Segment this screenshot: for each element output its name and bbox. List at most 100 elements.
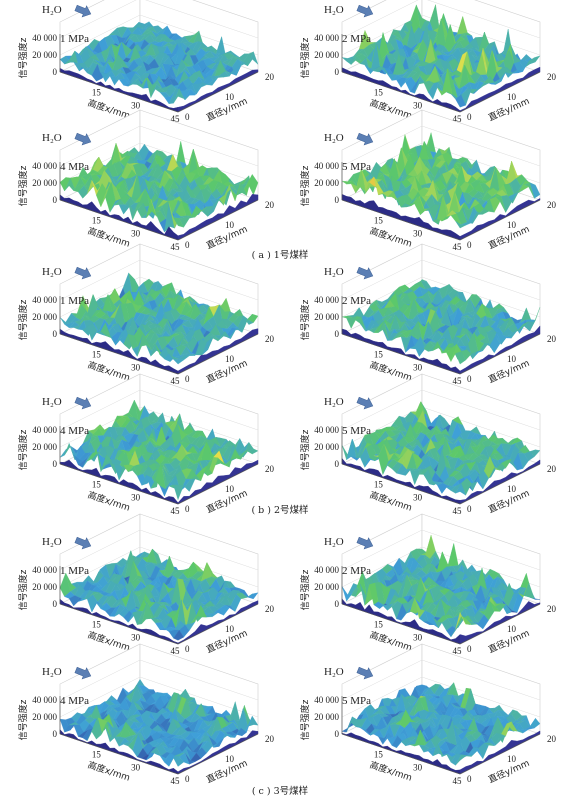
- x-tick-label: 30: [413, 363, 423, 373]
- z-grid-line: [59, 14, 259, 56]
- z-tick-label: 0: [335, 459, 340, 469]
- y-tick-label: 20: [265, 72, 275, 82]
- water-arrow-icon: [74, 132, 92, 146]
- z-axis-label: 信号强度z: [299, 699, 311, 740]
- y-tick-label: 10: [507, 624, 517, 634]
- y-tick-label: 20: [265, 334, 275, 344]
- water-label: H₂O: [324, 266, 344, 278]
- pressure-label: 2 MPa: [342, 565, 371, 577]
- y-tick-label: 0: [185, 504, 190, 514]
- z-tick-label: 40 000: [32, 161, 57, 171]
- x-tick-label: 30: [413, 101, 423, 111]
- x-axis-label: 高度x/mm: [86, 629, 131, 654]
- x-axis-line: [341, 71, 461, 113]
- arrow-shape: [356, 132, 374, 146]
- y-tick-label: 10: [507, 354, 517, 364]
- z-tick-label: 40 000: [314, 565, 339, 575]
- z-tick-label: 0: [335, 195, 340, 205]
- x-tick-label: 15: [92, 479, 102, 489]
- y-tick-label: 0: [467, 112, 472, 122]
- z-grid-line: [341, 259, 541, 301]
- x-axis-label: 高度x/mm: [86, 489, 131, 514]
- surface-skirt-front: [341, 328, 461, 375]
- y-tick-label: 10: [225, 754, 235, 764]
- x-tick-label: 15: [374, 479, 384, 489]
- y-axis-line: [177, 71, 259, 113]
- x-tick-label: 30: [131, 101, 141, 111]
- surface-skirt-right: [459, 325, 541, 375]
- surface-skirt-right: [459, 66, 541, 113]
- y-tick-label: 10: [507, 220, 517, 230]
- y-axis-line: [459, 333, 541, 375]
- x-tick-label: 45: [171, 376, 181, 386]
- z-grid-line: [341, 125, 541, 167]
- x-tick-label: 45: [453, 242, 463, 252]
- x-axis-label: 高度x/mm: [368, 359, 413, 384]
- surface-cell: [455, 94, 466, 108]
- x-tick-label: 30: [413, 633, 423, 643]
- caption-a: ( a ) 1号煤样: [252, 249, 309, 261]
- z-axis-label: 信号强度z: [17, 165, 29, 206]
- z-tick-label: 20 000: [32, 50, 57, 60]
- z-axis-label: 信号强度z: [17, 569, 29, 610]
- surface-skirt-right: [177, 69, 259, 113]
- surface-cell: [173, 484, 184, 501]
- y-tick-label: 20: [547, 72, 557, 82]
- water-label: H₂O: [324, 396, 344, 408]
- x-tick-label: 15: [374, 749, 384, 759]
- y-tick-label: 20: [547, 200, 557, 210]
- y-tick-label: 0: [185, 374, 190, 384]
- x-axis-line: [59, 333, 179, 375]
- x-tick-label: 15: [374, 87, 384, 97]
- z-tick-label: 20 000: [314, 178, 339, 188]
- z-axis-label: 信号强度z: [299, 429, 311, 470]
- surface-cell: [455, 351, 466, 365]
- y-tick-label: 20: [265, 464, 275, 474]
- x-tick-label: 30: [413, 763, 423, 773]
- z-axis-label: 信号强度z: [299, 165, 311, 206]
- z-tick-label: 0: [53, 329, 58, 339]
- x-tick-label: 15: [92, 349, 102, 359]
- surface-cell: [409, 469, 421, 486]
- water-label: H₂O: [42, 132, 62, 144]
- y-tick-label: 20: [547, 604, 557, 614]
- z-grid-line: [59, 0, 259, 39]
- x-axis-label: 高度x/mm: [86, 359, 131, 384]
- z-tick-label: 0: [53, 599, 58, 609]
- pressure-label: 4 MPa: [60, 425, 89, 437]
- y-axis-line: [177, 333, 259, 375]
- surface-cell: [173, 217, 184, 228]
- y-tick-label: 10: [507, 92, 517, 102]
- y-tick-label: 20: [547, 464, 557, 474]
- z-axis-label: 信号强度z: [17, 37, 29, 78]
- z-tick-label: 20 000: [314, 312, 339, 322]
- pressure-label: 5 MPa: [342, 695, 371, 707]
- x-tick-label: 45: [171, 646, 181, 656]
- x-tick-label: 15: [374, 215, 384, 225]
- caption-b: ( b ) 2号煤样: [251, 504, 308, 516]
- z-axis-label: 信号强度z: [17, 699, 29, 740]
- z-tick-label: 0: [335, 599, 340, 609]
- water-label: H₂O: [324, 132, 344, 144]
- y-tick-label: 10: [225, 220, 235, 230]
- z-tick-label: 0: [335, 729, 340, 739]
- y-tick-label: 20: [547, 334, 557, 344]
- y-tick-label: 10: [507, 484, 517, 494]
- x-tick-label: 45: [171, 114, 181, 124]
- x-axis-line: [341, 333, 461, 375]
- water-label: H₂O: [42, 536, 62, 548]
- z-tick-label: 40 000: [314, 295, 339, 305]
- water-label: H₂O: [42, 396, 62, 408]
- y-tick-label: 0: [467, 374, 472, 384]
- surface-skirt-front: [59, 328, 179, 375]
- water-label: H₂O: [42, 666, 62, 678]
- y-tick-label: 10: [225, 354, 235, 364]
- water-arrow-icon: [356, 266, 374, 280]
